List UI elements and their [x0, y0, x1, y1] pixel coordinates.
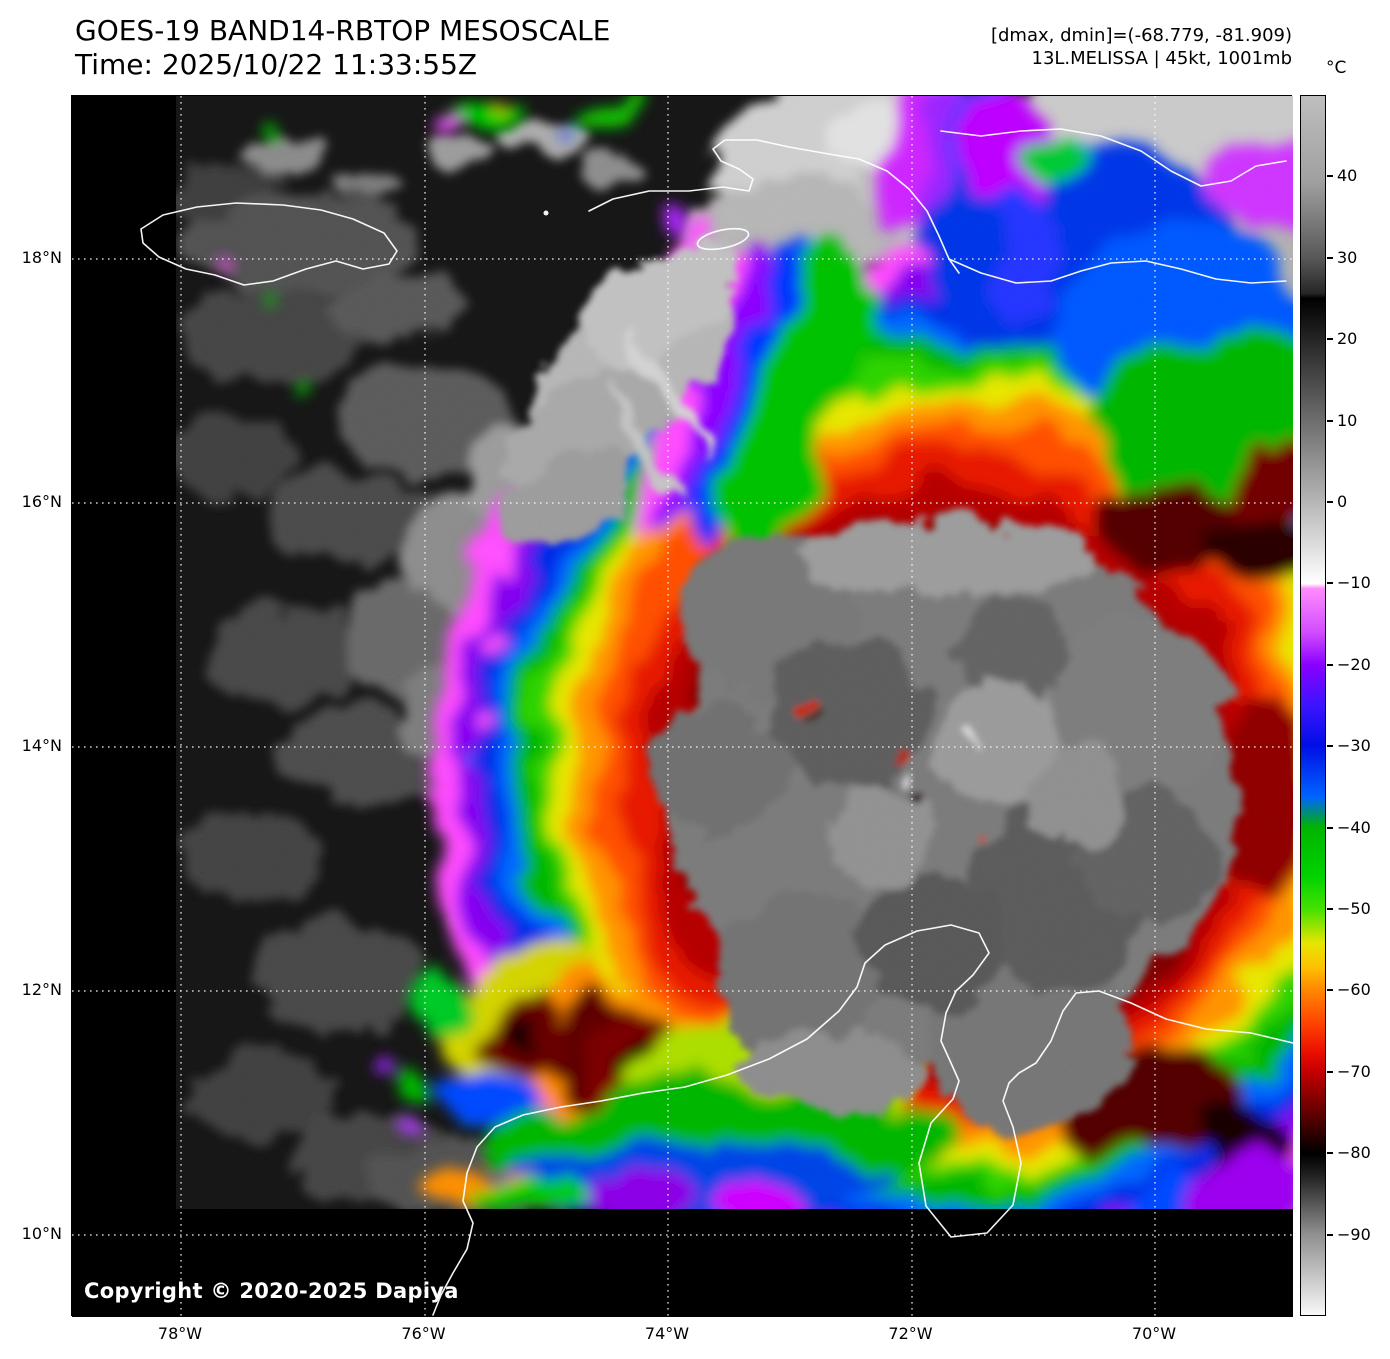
lon-axis: 78°W 76°W 74°W 72°W 70°W: [71, 1324, 1292, 1350]
lon-axis-label: 76°W: [401, 1324, 446, 1343]
lat-axis-label: 14°N: [21, 736, 62, 755]
colorbar-tick-mark: [1327, 338, 1333, 341]
colorbar-tick-label: −50: [1337, 899, 1371, 918]
dmax-dmin-label: [dmax, dmin]=(-68.779, -81.909): [990, 25, 1292, 46]
colorbar-tick-label: −60: [1337, 980, 1371, 1000]
colorbar-tick-label: 10: [1337, 410, 1358, 430]
header-right: [dmax, dmin]=(-68.779, -81.909) 13L.MELI…: [991, 24, 1292, 70]
colorbar-tick-mark: [1327, 908, 1333, 910]
colorbar-tick-label: 30: [1337, 247, 1358, 267]
coastline-haiti: [588, 139, 960, 274]
coastline-hispaniola-south: [948, 258, 1287, 284]
lat-axis-label: 16°N: [21, 492, 62, 511]
lon-axis-label: 78°W: [157, 1324, 203, 1343]
lat-axis-label: 10°N: [21, 1224, 62, 1243]
time-label: Time: 2025/10/22 11:33:55Z: [75, 48, 478, 81]
colorbar-tick-mark: [1327, 663, 1333, 666]
colorbar-tick-label: −10: [1337, 573, 1371, 593]
colorbar-tick-label: 20: [1337, 329, 1358, 349]
header-left: GOES-19 BAND14-RBTOP MESOSCALE Time: 202…: [75, 14, 610, 82]
lon-axis-label: 72°W: [888, 1324, 933, 1343]
colorbar-unit-label: °C: [1326, 58, 1347, 78]
colorbar-tick-label: −20: [1337, 654, 1371, 674]
lon-axis-label: 70°W: [1131, 1324, 1177, 1343]
colorbar-tick-label: −80: [1337, 1143, 1371, 1163]
colorbar-tick-label: 40: [1337, 166, 1358, 186]
storm-info-label: 13L.MELISSA | 45kt, 1001mb: [1031, 48, 1293, 69]
colorbar-tick-mark: [1327, 419, 1333, 422]
colorbar-tick-mark: [1327, 582, 1333, 585]
lon-axis-label: 74°W: [644, 1324, 690, 1343]
colorbar-tick-label: −40: [1337, 817, 1371, 837]
coastline-jamaica: [140, 202, 398, 286]
colorbar-tick-mark: [1327, 1070, 1333, 1073]
colorbar-tick-mark: [1327, 175, 1333, 178]
colorbar-tick-label: −90: [1337, 1224, 1371, 1244]
coastline-layer: [140, 128, 1293, 1316]
colorbar-tick-mark: [1327, 501, 1333, 503]
lat-axis-label: 12°N: [21, 980, 62, 999]
coastline-south-america: [432, 924, 1293, 1316]
colorbar-tick-label: −30: [1337, 736, 1371, 756]
colorbar-gradient: [1301, 96, 1325, 1315]
colorbar-tick-label: −70: [1337, 1061, 1371, 1081]
colorbar: [1300, 95, 1326, 1316]
satellite-map-plot: Copyright © 2020-2025 Dapiya: [71, 95, 1293, 1317]
coastline-gonave-island: [696, 227, 750, 251]
colorbar-tick-mark: [1327, 826, 1333, 829]
colorbar-tick-mark: [1327, 989, 1333, 992]
page-title: GOES-19 BAND14-RBTOP MESOSCALE: [75, 14, 611, 47]
copyright-label: Copyright © 2020-2025 Dapiya: [84, 1279, 459, 1303]
colorbar-tick-mark: [1327, 1233, 1333, 1236]
coastline-cay: [543, 210, 549, 216]
sensor-grain-overlay: [176, 96, 1293, 1209]
colorbar-tick-mark: [1327, 1152, 1333, 1155]
colorbar-tick-label: 0: [1337, 492, 1348, 511]
colorbar-tick-mark: [1327, 745, 1333, 748]
coastline-hispaniola-north: [940, 128, 1287, 187]
lat-axis: 18°N 16°N 14°N 12°N 10°N: [0, 95, 66, 1316]
colorbar-tick-mark: [1327, 256, 1333, 259]
lat-axis-label: 18°N: [21, 248, 62, 267]
satellite-image: [72, 96, 1293, 1317]
